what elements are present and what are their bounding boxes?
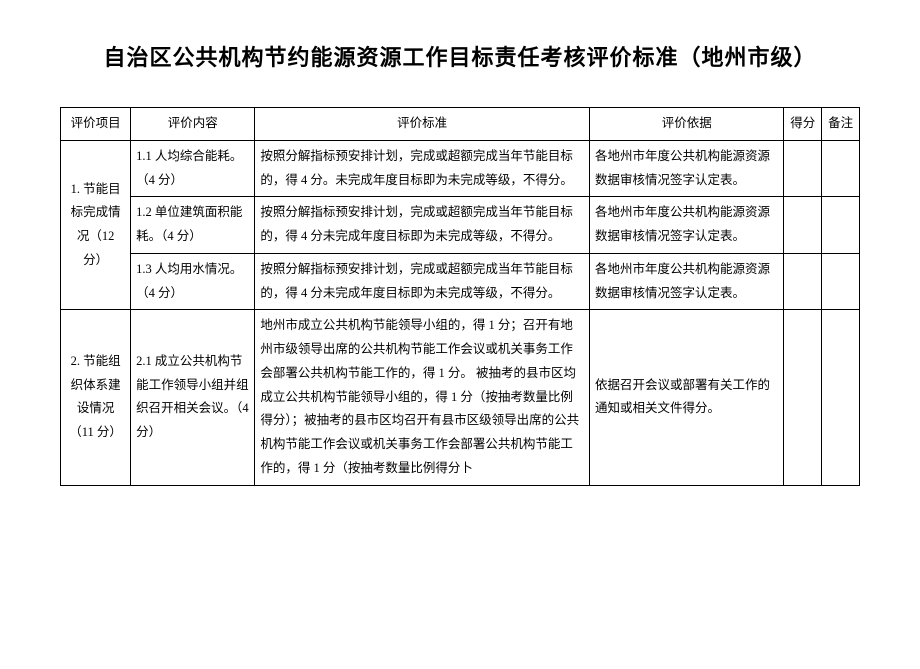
header-project: 评价项目 [61, 108, 131, 141]
cell-content: 1.1 人均综合能耗。（4 分） [131, 140, 255, 197]
cell-note [822, 253, 860, 310]
cell-project: 1. 节能目标完成情况（12 分） [61, 140, 131, 310]
table-row: 1.3 人均用水情况。（4 分） 按照分解指标预安排计划，完成或超额完成当年节能… [61, 253, 860, 310]
cell-basis: 各地州市年度公共机构能源资源数据审核情况签字认定表。 [590, 197, 784, 254]
page-title: 自治区公共机构节约能源资源工作目标责任考核评价标准（地州市级） [60, 40, 860, 72]
header-note: 备注 [822, 108, 860, 141]
header-content: 评价内容 [131, 108, 255, 141]
cell-basis: 各地州市年度公共机构能源资源数据审核情况签字认定表。 [590, 253, 784, 310]
table-header-row: 评价项目 评价内容 评价标准 评价依据 得分 备注 [61, 108, 860, 141]
cell-score [784, 197, 822, 254]
cell-project: 2. 节能组织体系建设情况（11 分） [61, 310, 131, 485]
cell-basis: 各地州市年度公共机构能源资源数据审核情况签字认定表。 [590, 140, 784, 197]
header-score: 得分 [784, 108, 822, 141]
cell-note [822, 310, 860, 485]
table-row: 1. 节能目标完成情况（12 分） 1.1 人均综合能耗。（4 分） 按照分解指… [61, 140, 860, 197]
header-standard: 评价标准 [255, 108, 590, 141]
cell-content: 1.2 单位建筑面积能耗。（4 分） [131, 197, 255, 254]
cell-score [784, 253, 822, 310]
cell-basis: 依据召开会议或部署有关工作的通知或相关文件得分。 [590, 310, 784, 485]
table-row: 1.2 单位建筑面积能耗。（4 分） 按照分解指标预安排计划，完成或超额完成当年… [61, 197, 860, 254]
cell-standard: 按照分解指标预安排计划，完成或超额完成当年节能目标的，得 4 分未完成年度目标即… [255, 253, 590, 310]
cell-standard: 按照分解指标预安排计划，完成或超额完成当年节能目标的，得 4 分。未完成年度目标… [255, 140, 590, 197]
cell-standard: 地州市成立公共机构节能领导小组的，得 1 分；召开有地州市级领导出席的公共机构节… [255, 310, 590, 485]
header-basis: 评价依据 [590, 108, 784, 141]
table-row: 2. 节能组织体系建设情况（11 分） 2.1 成立公共机构节能工作领导小组并组… [61, 310, 860, 485]
evaluation-table: 评价项目 评价内容 评价标准 评价依据 得分 备注 1. 节能目标完成情况（12… [60, 107, 860, 486]
cell-content: 2.1 成立公共机构节能工作领导小组并组织召开相关会议。（4 分） [131, 310, 255, 485]
cell-note [822, 140, 860, 197]
cell-content: 1.3 人均用水情况。（4 分） [131, 253, 255, 310]
cell-score [784, 310, 822, 485]
cell-standard: 按照分解指标预安排计划，完成或超额完成当年节能目标的，得 4 分未完成年度目标即… [255, 197, 590, 254]
cell-score [784, 140, 822, 197]
cell-note [822, 197, 860, 254]
